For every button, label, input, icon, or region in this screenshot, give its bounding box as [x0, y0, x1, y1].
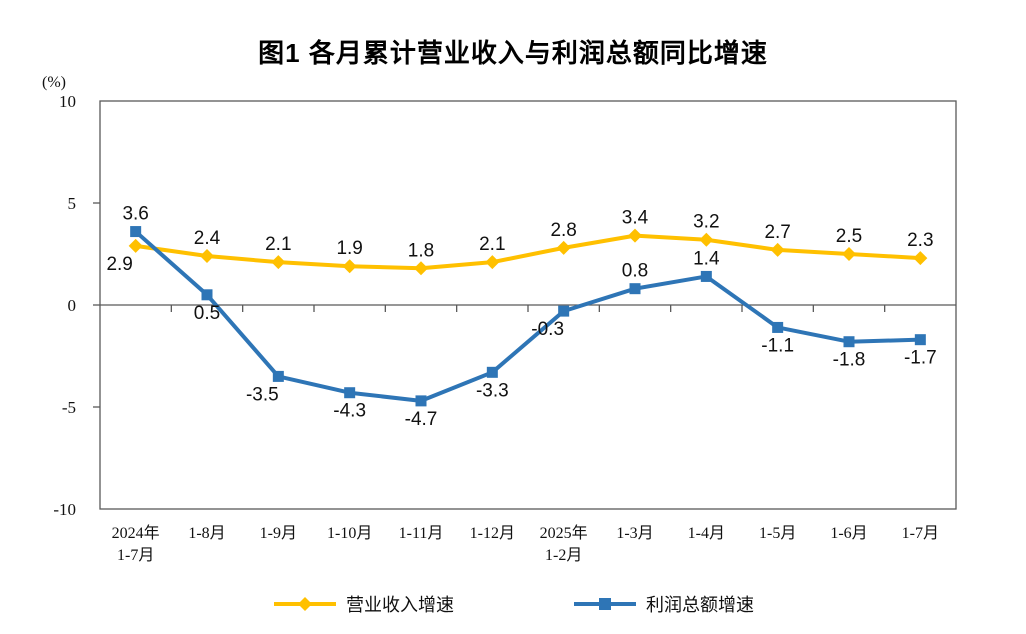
data-point-label: -4.7	[405, 409, 438, 430]
x-tick-label: 1-3月	[616, 525, 653, 542]
data-point-label: 2.1	[479, 234, 505, 255]
data-point-label: -3.3	[476, 380, 509, 401]
data-point-marker	[344, 387, 356, 399]
chart-title: 图1 各月累计营业收入与利润总额同比增速	[258, 38, 768, 68]
legend-item-profit: 利润总额增速	[572, 591, 754, 617]
data-point-marker	[130, 226, 142, 238]
data-point-label: 2.4	[194, 228, 221, 249]
data-point-marker	[486, 366, 498, 378]
data-point-label: 3.2	[693, 212, 719, 233]
legend: 营业收入增速 利润总额增速	[0, 591, 1026, 617]
data-point-marker	[128, 238, 143, 253]
y-tick-label: 10	[59, 92, 76, 111]
x-tick-label: 1-7月	[902, 525, 939, 542]
x-tick-label: 2025年 1-2月	[540, 524, 588, 564]
x-tick-label: 1-5月	[759, 525, 796, 542]
x-tick-label: 1-10月	[327, 525, 372, 542]
data-point-label: 0.8	[622, 261, 648, 282]
y-tick-label: -10	[53, 500, 76, 519]
data-point-label: 0.5	[194, 303, 220, 324]
data-point-marker	[414, 261, 428, 276]
y-axis-unit-label: (%)	[42, 74, 66, 91]
x-tick-label: 1-6月	[830, 525, 867, 542]
profit-series-line	[133, 229, 923, 403]
data-point-label: 2.7	[764, 222, 790, 243]
data-point-marker	[200, 249, 214, 264]
data-point-marker	[342, 259, 357, 274]
revenue-series-line	[133, 233, 923, 271]
profit-line-marker-icon	[574, 598, 636, 610]
data-point-label: -1.8	[833, 350, 866, 371]
data-point-label: -1.7	[904, 348, 937, 369]
data-point-label: 1.9	[336, 238, 362, 259]
data-point-label: 3.4	[622, 208, 649, 229]
x-tick-label: 1-4月	[688, 525, 725, 542]
data-point-label: 2.3	[907, 230, 933, 251]
data-point-label: 1.4	[693, 248, 720, 269]
x-tick-label: 1-9月	[260, 525, 297, 542]
revenue-line-marker-icon	[274, 597, 336, 611]
data-point-label: 1.8	[408, 240, 434, 261]
x-tick-label: 1-11月	[399, 525, 444, 542]
x-tick-label: 1-8月	[188, 525, 225, 542]
data-point-marker	[485, 255, 500, 270]
data-point-marker	[628, 228, 642, 243]
data-point-marker	[558, 305, 570, 317]
legend-label-profit: 利润总额增速	[646, 595, 754, 615]
data-point-label: 2.1	[265, 234, 291, 255]
data-point-marker	[629, 283, 641, 295]
data-point-marker	[271, 255, 286, 270]
data-point-marker	[842, 247, 856, 261]
data-point-marker	[201, 289, 213, 301]
data-point-label: 2.9	[106, 254, 132, 275]
x-tick-label: 1-12月	[470, 525, 515, 542]
data-point-marker	[699, 232, 714, 247]
data-point-marker	[272, 370, 284, 382]
data-point-marker	[843, 336, 855, 348]
data-point-label: -1.1	[761, 335, 794, 356]
data-point-marker	[415, 395, 427, 407]
data-point-marker	[700, 270, 712, 282]
data-point-label: 2.8	[550, 220, 576, 241]
data-point-label: -3.5	[246, 384, 279, 405]
data-point-label: 3.6	[122, 204, 148, 225]
data-point-marker	[914, 334, 926, 346]
legend-item-revenue: 营业收入增速	[272, 591, 454, 617]
data-point-label: -4.3	[333, 401, 366, 422]
plot-area: 10 5 0 -5 -10 2024年 1-7月 1-8月 1-9月 1-10月 1-11月 1-12…	[53, 92, 957, 564]
y-tick-label: 5	[68, 194, 77, 213]
data-point-marker	[556, 240, 571, 255]
legend-label-revenue: 营业收入增速	[346, 595, 454, 615]
y-tick-label: -5	[62, 398, 76, 417]
y-tick-label: 0	[68, 296, 77, 315]
x-tick-label: 2024年 1-7月	[112, 524, 160, 564]
data-point-marker	[913, 251, 928, 266]
data-point-marker	[770, 242, 785, 257]
data-point-label: 2.5	[836, 226, 862, 247]
data-point-marker	[772, 321, 784, 333]
data-point-label: -0.3	[531, 319, 564, 340]
